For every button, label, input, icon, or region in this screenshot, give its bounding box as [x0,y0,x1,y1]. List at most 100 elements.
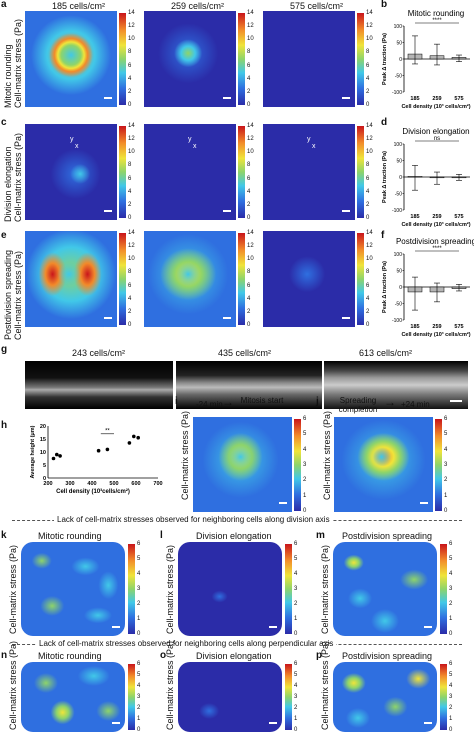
heatmap-c-575 [263,124,355,220]
heatmap-e-259 [144,231,236,327]
data-point [136,435,140,440]
colorbar14-tick: 12 [247,136,254,143]
scale-bar [112,722,120,724]
j-event: Spreading completion [338,396,378,414]
colorbar14-tick: 8 [247,269,251,276]
colorbar6-tick: 3 [294,694,298,700]
heatmap-j [334,417,433,512]
y-tick-label: -100 [392,208,402,214]
colorbar6-tick: 5 [449,672,453,678]
title-k: Mitotic rounding [38,531,102,541]
row-axis-e: Cell-matrix stress (Pa) [13,250,23,340]
colorbar14-tick: 10 [366,36,373,43]
colorbar6-tick: 0 [137,631,141,637]
colorbar6-tick: 1 [137,616,141,622]
colorbar-e-2 [238,233,245,325]
colorbar6-tick: 3 [303,462,307,468]
density-label-575: 575 cells/cm² [290,1,344,11]
y-tick-label: 100 [394,142,403,148]
colorbar14-tick: 14 [366,230,373,236]
colorbar14-tick: 4 [247,75,251,82]
colorbar14-tick: 2 [366,308,370,315]
y-tick-label: 0 [399,285,402,291]
axis-x-label: x [75,143,79,150]
axis-y-label: y [188,136,192,143]
colorbar6-tick: 4 [449,571,453,577]
m-axis: Cell-matrix stress (Pa) [320,544,330,634]
colorbar14-tick: 8 [247,162,251,169]
colorbar14-tick: 0 [366,102,370,108]
y-tick-label: -50 [395,302,402,308]
colorbar6-tick: 6 [449,661,453,667]
colorbar14-tick: 2 [247,308,251,315]
title-n: Mitotic rounding [38,651,102,661]
colorbar-e-1 [119,233,126,325]
panel-label-m: m [316,530,325,541]
heatmap-e-575 [263,231,355,327]
colorbar14-tick: 6 [128,62,132,69]
row-label-postdivision: Postdivision spreading [3,249,13,340]
colorbar14-tick: 10 [366,149,373,156]
chart-title: Mitotic rounding [408,9,464,18]
colorbar6-tick: 2 [137,601,141,607]
y-tick-label: -50 [395,74,402,80]
x-tick-label: 700 [153,481,162,487]
x-tick-label: 200 [43,481,52,487]
colorbar6-tick: 3 [137,694,141,700]
i-event: Mitosis start [240,396,284,405]
colorbar6-tick: 3 [294,586,298,592]
side-view-243 [25,361,173,409]
colorbar-l [285,544,292,634]
colorbar14-tick: 6 [128,282,132,289]
colorbar6-tick: 0 [294,727,298,733]
heatmap-e-185 [25,231,117,327]
colorbar6-tick: 5 [303,431,307,438]
colorbar6-tick: 5 [294,672,298,678]
x-tick-label: 185 [410,324,419,330]
colorbar-o [285,664,292,730]
colorbar-k [128,544,135,634]
panel-label-n: n [1,650,8,661]
colorbar6-tick: 1 [294,616,298,622]
density-label-259: 259 cells/cm² [171,1,225,11]
y-tick-label: 100 [394,252,403,258]
axis-x-label: x [193,143,197,150]
colorbar14-tick: 6 [366,175,370,182]
axis-y-label: y [70,136,74,143]
colorbar14-tick: 2 [247,88,251,95]
colorbar14-tick: 14 [128,10,135,16]
colorbar14-tick: 14 [247,123,254,129]
y-tick-label: -100 [392,318,402,324]
colorbar6-tick: 4 [137,683,141,689]
colorbar6-tick: 4 [444,446,448,453]
title-m: Postdivision spreading [342,531,433,541]
colorbar-n [128,664,135,730]
scale-bar [420,502,428,504]
colorbar14-tick: 10 [128,149,135,156]
scale-bar [269,722,277,724]
colorbar14-tick: 0 [128,102,132,108]
colorbar6-tick: 3 [137,586,141,592]
g-density-613: 613 cells/cm² [359,348,413,358]
x-tick-label: 259 [432,96,441,102]
colorbar14-tick: 10 [247,36,254,43]
colorbar6-tick: 6 [449,541,453,547]
colorbar14-tick: 0 [128,322,132,328]
colorbar6-tick: 2 [303,477,307,484]
colorbar6-tick: 3 [449,694,453,700]
colorbar6-tick: 4 [294,683,298,689]
o-axis: Cell-matrix stress (Pa) [165,640,175,730]
title-o: Division elongation [196,651,272,661]
x-axis-label: Cell density (10³ cells/cm²) [401,221,470,228]
heatmap-c-185 [25,124,117,220]
colorbar14-tick: 4 [366,75,370,82]
colorbar14-tick: 6 [128,175,132,182]
heatmap-i [193,417,292,512]
y-axis-label: Peak Δ traction (Pa) [382,33,388,85]
colorbar14-tick: 0 [247,215,251,221]
colorbar6-tick: 2 [449,601,453,607]
heatmap-a-575 [263,11,355,107]
y-tick-label: 0 [399,175,402,181]
colorbar-a-3 [357,13,364,105]
colorbar6-tick: 1 [137,716,141,722]
